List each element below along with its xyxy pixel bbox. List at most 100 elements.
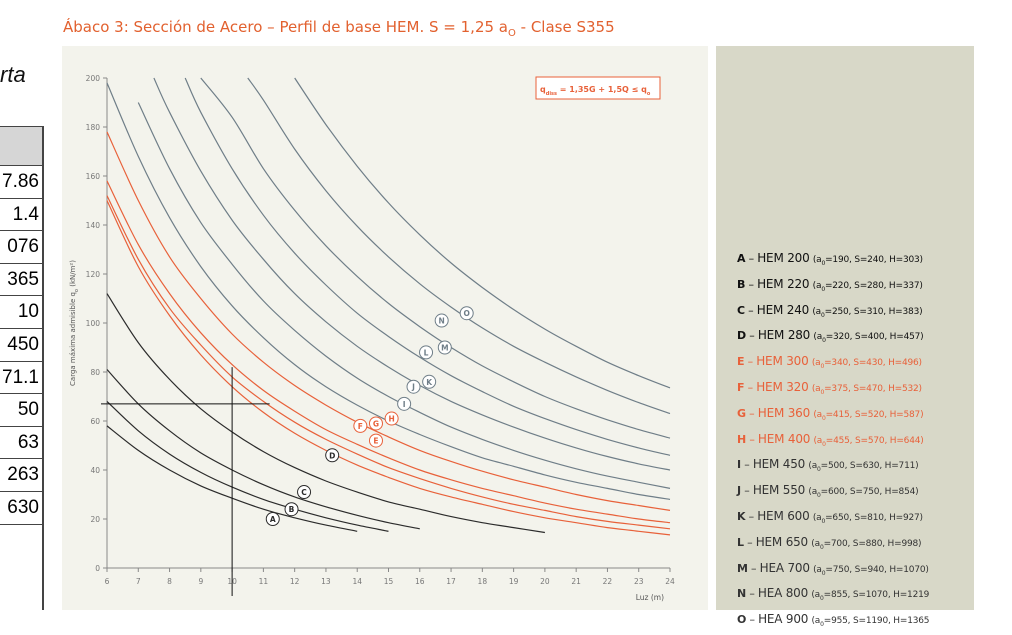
legend-params: (a0=500, S=630, H=711) [808, 461, 919, 474]
legend-params: (a0=220, S=280, H=337) [812, 280, 923, 293]
x-axis-label: Luz (m) [636, 593, 664, 602]
y-tick-label: 120 [86, 270, 101, 279]
series-marker-label-j: J [411, 383, 415, 392]
x-tick-label: 18 [478, 577, 488, 586]
series-marker-m [437, 340, 452, 355]
series-marker-label-d: D [329, 451, 335, 460]
series-line-c [106, 369, 420, 530]
legend-profile-name: HEA 900 [758, 612, 809, 627]
legend-letter: J [737, 484, 741, 498]
x-tick-label: 21 [571, 577, 581, 586]
series-marker-n [434, 313, 449, 328]
legend: A – HEM 200 (a0=190, S=240, H=303) B – HE… [737, 248, 930, 635]
series-line-f [106, 195, 671, 530]
legend-dash: – [748, 277, 754, 291]
legend-letter: L [737, 535, 744, 549]
legend-dash: – [751, 561, 757, 575]
series-marker-label-o: O [463, 309, 469, 318]
x-tick-label: 16 [415, 577, 425, 586]
series-marker-label-b: B [289, 505, 295, 514]
x-tick-label: 8 [167, 577, 172, 586]
legend-dash: – [748, 252, 755, 265]
series-line-g [106, 180, 671, 524]
x-tick-label: 14 [352, 577, 362, 586]
series-marker-label-a: A [270, 515, 276, 524]
series-line-n [247, 77, 671, 415]
x-tick-label: 15 [384, 577, 394, 586]
y-tick-label: 60 [90, 417, 100, 426]
legend-letter: F [737, 380, 745, 394]
legend-params: (a0=855, S=1070, H=1219 [811, 590, 930, 603]
table-cell: 076 [0, 231, 42, 264]
series-marker-a [265, 512, 280, 526]
legend-dash: – [749, 329, 755, 343]
series-marker-c [297, 485, 312, 500]
legend-params: (a0=600, S=750, H=854) [808, 487, 919, 499]
legend-item-f: F – HEM 320 (a0=375, S=470, H=532) [737, 377, 929, 403]
series-marker-d [325, 448, 340, 463]
legend-item-b: B – HEM 220 (a0=220, S=280, H=337) [737, 274, 929, 300]
series-marker-label-g: G [373, 419, 379, 428]
legend-params: (a0=375, S=470, H=532) [811, 383, 922, 396]
legend-letter: A [737, 252, 746, 265]
legend-dash: – [744, 484, 750, 498]
table-cell: 450 [0, 329, 42, 362]
x-tick-label: 17 [446, 577, 456, 586]
y-tick-label: 200 [86, 74, 101, 83]
legend-profile-name: HEM 240 [756, 302, 810, 317]
y-tick-label: 40 [90, 466, 100, 475]
legend-dash: – [744, 458, 750, 472]
table-header-cell [0, 126, 42, 166]
y-tick-label: 160 [86, 172, 101, 181]
y-tick-label: 80 [90, 368, 100, 377]
legend-profile-name: HEM 280 [757, 328, 811, 343]
legend-profile-name: HEM 320 [756, 379, 809, 394]
series-marker-label-f: F [358, 422, 363, 431]
table-cell: 7.86 [0, 166, 42, 199]
series-marker-h [384, 411, 399, 426]
x-tick-label: 11 [259, 577, 269, 586]
legend-panel [716, 46, 974, 610]
legend-letter: D [737, 329, 746, 343]
y-tick-label: 180 [86, 123, 101, 132]
series-marker-label-k: K [426, 378, 433, 387]
series-line-o [294, 77, 671, 389]
legend-dash: – [748, 509, 755, 523]
legend-letter: N [737, 587, 747, 601]
legend-dash: – [747, 380, 754, 394]
x-tick-label: 22 [603, 577, 613, 586]
x-tick-label: 24 [665, 577, 675, 586]
y-tick-label: 20 [90, 515, 100, 524]
partial-cropped-text: rta [0, 62, 26, 87]
legend-dash: – [749, 406, 755, 420]
legend-item-o: O – HEA 900 (a0=955, S=1190, H=1365 [737, 609, 930, 635]
series-marker-label-i: I [403, 400, 406, 409]
series-line-k [153, 77, 671, 471]
legend-item-c: C – HEM 240 (a0=250, S=310, H=383) [737, 300, 929, 326]
series-marker-label-m: M [441, 344, 448, 353]
legend-profile-name: HEM 600 [757, 508, 810, 523]
series-marker-e [368, 433, 383, 448]
formula-box [535, 76, 661, 100]
table-cell: 63 [0, 427, 42, 460]
series-line-h [106, 131, 671, 511]
series-marker-o [459, 306, 474, 321]
series-marker-label-l: L [424, 348, 429, 357]
legend-letter: B [737, 277, 746, 291]
series-marker-j [406, 379, 421, 394]
legend-profile-name: HEA 800 [757, 586, 809, 601]
legend-params: (a0=320, S=400, H=457) [813, 332, 924, 345]
legend-item-m: M – HEA 700 (a0=750, S=940, H=1070) [737, 558, 929, 584]
legend-profile-name: HEM 400 [757, 431, 811, 446]
legend-params: (a0=250, S=310, H=383) [812, 306, 923, 319]
legend-item-i: I – HEM 450 (a0=500, S=630, H=711) [737, 454, 929, 480]
legend-params: (a0=415, S=520, H=587) [813, 409, 924, 422]
series-marker-f [353, 418, 368, 433]
legend-params: (a0=750, S=940, H=1070) [813, 564, 929, 577]
legend-profile-name: HEM 360 [757, 405, 811, 420]
legend-params: (a0=650, S=810, H=927) [812, 512, 923, 525]
legend-item-n: N – HEA 800 (a0=855, S=1070, H=1219 [737, 583, 929, 609]
legend-profile-name: HEM 550 [752, 483, 806, 498]
legend-item-e: E – HEM 300 (a0=340, S=430, H=496) [737, 351, 929, 377]
